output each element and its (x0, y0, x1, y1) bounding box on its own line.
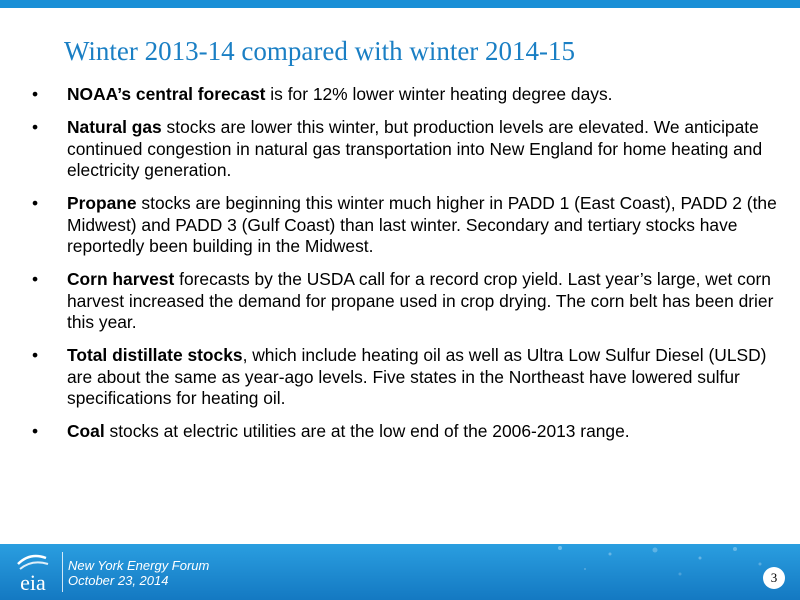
bullet-bold-lead: NOAA’s central forecast (67, 84, 266, 104)
bullet-item: • Corn harvest forecasts by the USDA call… (24, 269, 784, 334)
bullet-text: stocks are beginning this winter much hi… (67, 193, 777, 256)
bullet-bold-lead: Total distillate stocks (67, 345, 243, 365)
footer-date: October 23, 2014 (68, 573, 169, 588)
slide-title: Winter 2013-14 compared with winter 2014… (64, 36, 576, 66)
footer-texture (558, 546, 762, 576)
bullet-text: stocks at electric utilities are at the … (104, 421, 630, 441)
bullet-item: • Total distillate stocks, which include … (24, 345, 784, 410)
footer-bar: eia New York Energy Forum October 23, 20… (0, 544, 800, 600)
bullet-list: • NOAA’s central forecast is for 12% lowe… (24, 84, 784, 454)
bullet-item: • Coal stocks at electric utilities are a… (24, 421, 784, 443)
top-accent-bar (0, 0, 800, 8)
bullet-item: • Natural gas stocks are lower this winte… (24, 117, 784, 182)
bullet-marker: • (32, 84, 39, 104)
footer-text: New York Energy Forum October 23, 2014 (68, 558, 209, 588)
bullet-marker: • (32, 421, 39, 441)
bullet-bold-lead: Coal (67, 421, 105, 441)
bullet-bold-lead: Propane (67, 193, 137, 213)
bullet-marker: • (32, 345, 39, 365)
bullet-bold-lead: Natural gas (67, 117, 162, 137)
page-number: 3 (763, 567, 785, 589)
bullet-text: forecasts by the USDA call for a record … (67, 269, 774, 332)
bullet-text: stocks are lower this winter, but produc… (67, 117, 763, 180)
eia-logo: eia (17, 554, 49, 595)
bullet-marker: • (32, 269, 39, 289)
footer-divider (62, 552, 63, 592)
footer-event: New York Energy Forum (68, 558, 210, 573)
bullet-marker: • (32, 117, 39, 137)
bullet-item: • NOAA’s central forecast is for 12% lowe… (24, 84, 784, 106)
bullet-bold-lead: Corn harvest (67, 269, 175, 289)
svg-text:eia: eia (20, 570, 46, 595)
bullet-text: , which include heating oil as well as U… (67, 345, 767, 408)
bullet-text: is for 12% lower winter heating degree d… (265, 84, 613, 104)
bullet-marker: • (32, 193, 39, 213)
bullet-item: • Propane stocks are beginning this winte… (24, 193, 784, 258)
